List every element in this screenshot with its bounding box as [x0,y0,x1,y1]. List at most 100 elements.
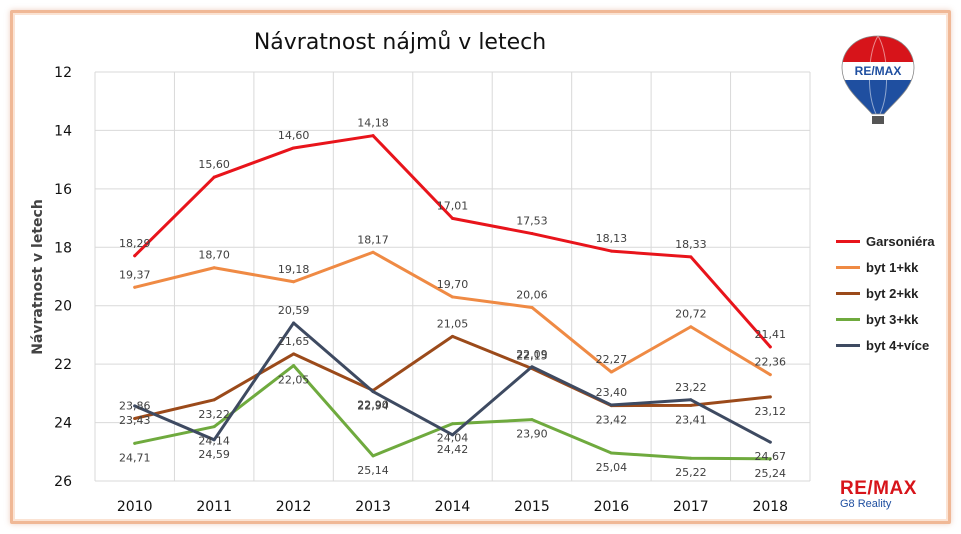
data-label: 22,36 [755,356,787,369]
data-label: 18,13 [596,232,628,245]
data-point [451,334,454,338]
data-point [371,250,375,254]
data-label: 18,29 [119,237,151,250]
data-label: 24,42 [437,443,469,456]
data-label: 21,05 [437,317,469,330]
brand-subtitle: G8 Reality [840,498,892,510]
data-point [451,422,454,426]
data-label: 23,12 [755,405,787,418]
data-point [609,403,613,407]
x-tick-label: 2010 [117,499,153,515]
legend-item: byt 1+kk [836,254,935,280]
data-point [689,403,693,407]
y-tick-label: 12 [54,65,72,81]
data-label: 23,41 [675,413,707,426]
data-label: 22,09 [516,348,548,361]
legend: Garsoniéra byt 1+kk byt 2+kk byt 3+kk byt 4+… [836,228,935,358]
x-tick-label: 2016 [594,499,630,515]
y-tick-label: 14 [54,123,72,139]
legend-item: byt 4+více [836,332,935,358]
data-label: 23,43 [119,414,151,427]
data-label: 19,18 [278,263,310,276]
data-label: 20,06 [516,288,548,301]
x-tick-label: 2013 [355,499,391,515]
legend-label: Garsoniéra [866,233,935,249]
logo-text: RE/MAX [855,64,902,78]
data-label: 22,94 [357,400,389,413]
data-label: 18,70 [198,249,230,262]
data-point [530,305,534,309]
y-axis-label: Návratnost v letech [30,199,46,355]
y-tick-label: 20 [54,299,72,315]
data-label: 19,37 [119,268,151,281]
x-tick-label: 2018 [752,499,788,515]
data-point [451,295,454,299]
data-point [133,285,137,289]
data-point [689,255,693,259]
data-point [212,438,216,442]
data-label: 23,86 [119,399,151,412]
data-point [133,404,137,408]
data-label: 21,41 [755,328,787,341]
data-point [689,456,693,460]
chart-frame [10,10,951,524]
legend-item: byt 2+kk [836,280,935,306]
data-label: 15,60 [198,158,230,171]
data-label: 25,04 [596,461,628,474]
x-tick-label: 2014 [435,499,471,515]
data-label: 14,60 [278,129,310,142]
remax-brand: RE/MAX G8 Reality [840,478,940,510]
x-tick-label: 2011 [196,499,232,515]
data-label: 25,22 [675,466,707,479]
data-point [212,398,216,402]
data-point [292,352,296,356]
data-label: 19,70 [437,278,469,291]
legend-label: byt 3+kk [866,311,919,327]
data-label: 25,14 [357,464,389,477]
data-label: 24,71 [119,451,151,464]
y-tick-label: 26 [54,474,72,490]
y-tick-label: 18 [54,240,72,256]
data-point [768,457,772,461]
data-point [212,266,216,270]
data-point [689,398,693,402]
legend-swatch [836,265,860,269]
data-point [530,365,534,369]
data-label: 24,67 [755,450,787,463]
data-point [212,175,216,179]
series-line-2 [133,334,772,420]
data-point [689,325,693,329]
legend-label: byt 1+kk [866,259,919,275]
data-point [451,216,454,220]
data-label: 25,24 [755,467,787,480]
data-point [133,441,137,445]
legend-swatch [836,291,860,295]
data-label: 23,40 [596,386,628,399]
data-label: 23,90 [516,428,548,441]
data-point [768,395,772,399]
x-tick-label: 2012 [276,499,312,515]
data-label: 20,72 [675,308,707,321]
chart-title: Návratnost nájmů v letech [253,30,547,55]
data-label: 23,22 [198,408,230,421]
legend-swatch [836,239,860,243]
data-point [768,373,772,377]
data-label: 22,90 [357,398,389,411]
legend-item: Garsoniéra [836,228,935,254]
legend-label: byt 4+více [866,337,930,353]
data-point [292,321,296,325]
data-label: 17,53 [516,215,548,228]
data-label: 23,42 [596,414,628,427]
data-point [768,440,772,444]
data-label: 18,33 [675,238,707,251]
data-point [292,364,296,368]
data-label: 20,59 [278,304,310,317]
data-point [371,454,375,458]
y-tick-label: 16 [54,182,72,198]
data-label: 21,65 [278,335,310,348]
data-point [768,345,772,349]
legend-swatch [836,343,860,347]
data-label: 22,27 [596,353,628,366]
legend-label: byt 2+kk [866,285,919,301]
